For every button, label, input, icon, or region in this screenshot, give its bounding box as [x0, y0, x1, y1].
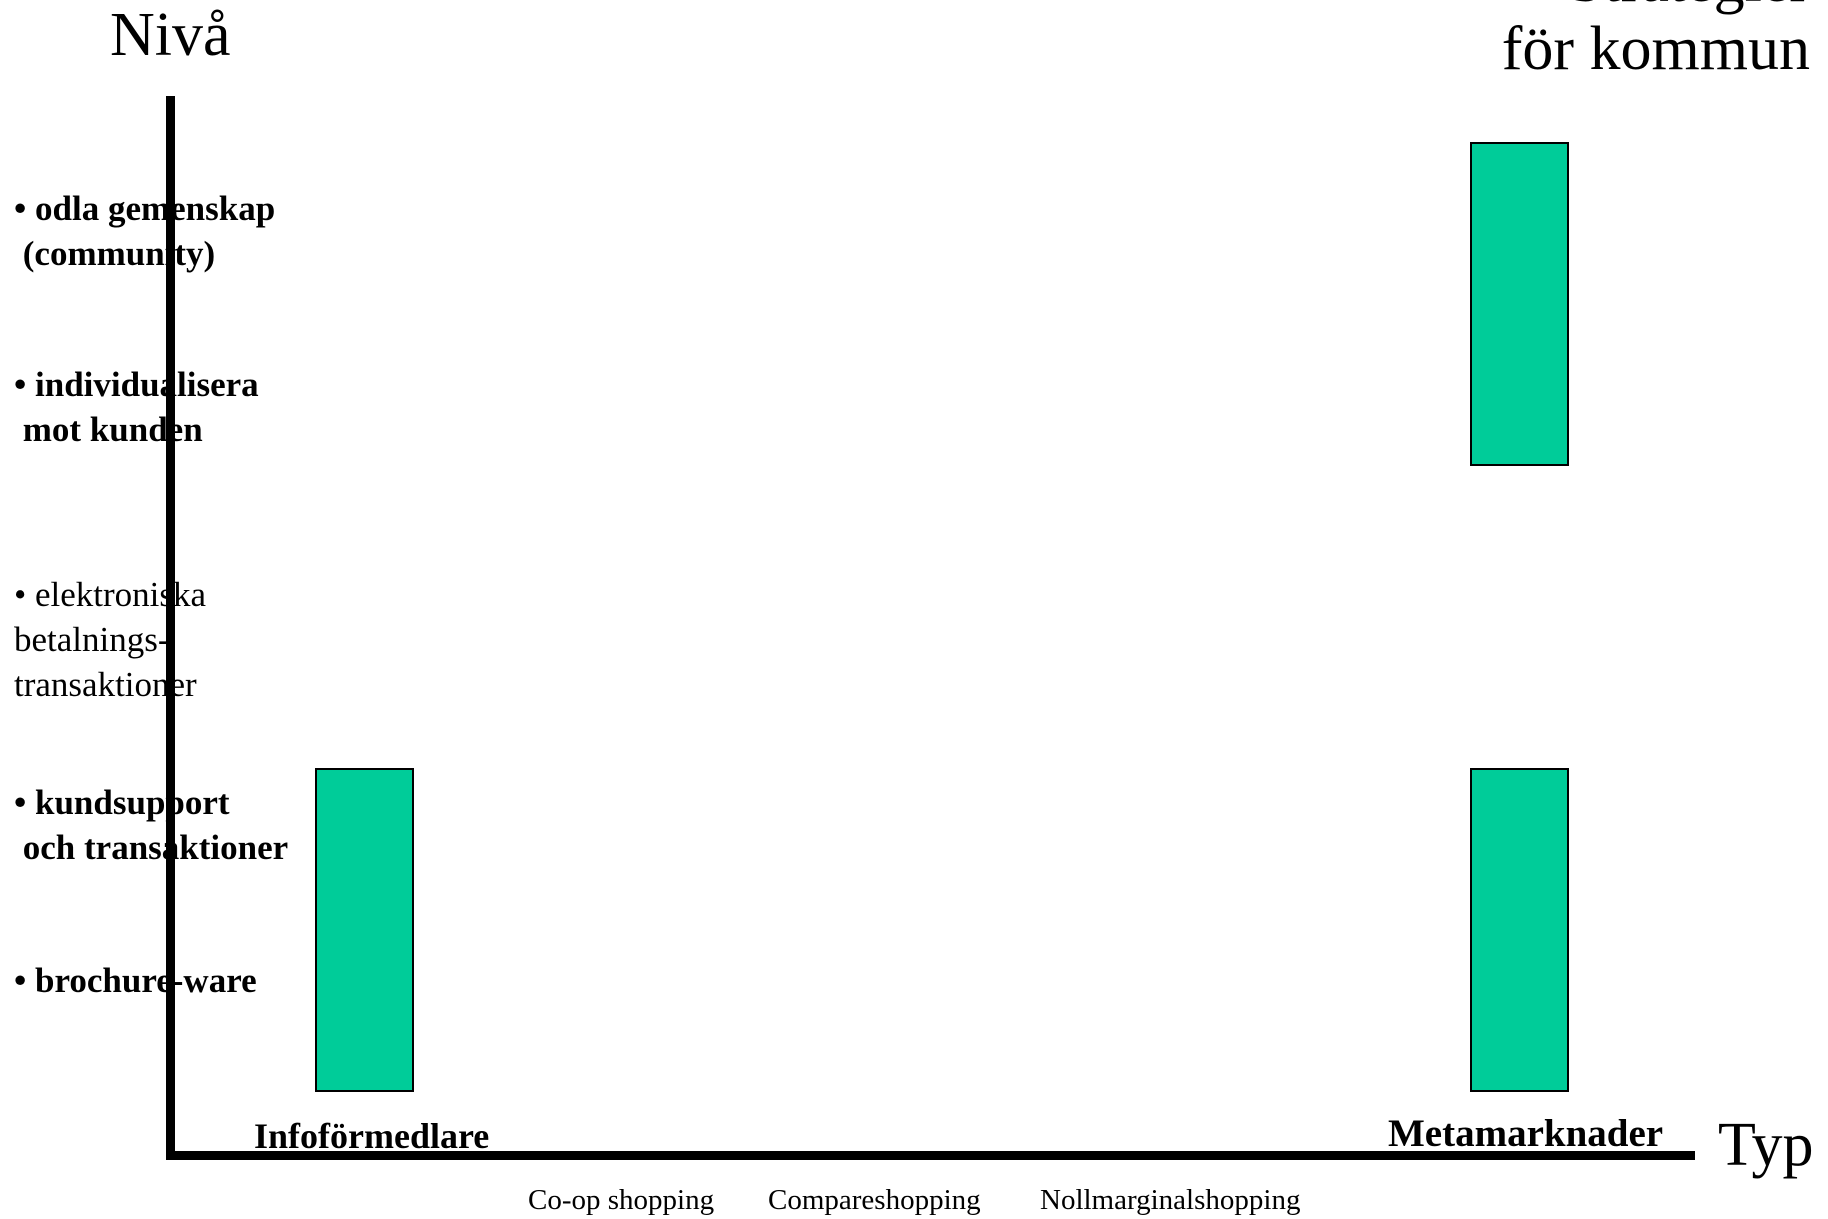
level-label-individualize: • individualisera mot kunden — [14, 365, 259, 449]
x-axis-line — [170, 1151, 1695, 1160]
category-label-infoformedlare: Infoförmedlare — [254, 1116, 490, 1156]
bar-infoformedlare — [315, 768, 414, 1092]
heading-line-2: för kommun — [1501, 15, 1810, 83]
level-label-payments: • elektroniska betalnings- transaktioner — [14, 575, 207, 704]
category-label-coop-shopping: Co-op shopping — [528, 1184, 715, 1216]
category-label-metamarknader: Metamarknader — [1388, 1112, 1664, 1155]
bar-metamarknader-lower — [1470, 768, 1569, 1092]
x-axis-title: Typ — [1718, 1111, 1814, 1179]
level-label-brochureware: • brochure-ware — [14, 961, 257, 1000]
category-label-nollmarginalshopping: Nollmarginalshopping — [1040, 1184, 1301, 1216]
heading-line-1: Strategier — [1569, 0, 1810, 12]
category-label-compareshopping: Compareshopping — [768, 1184, 981, 1216]
level-label-community: • odla gemenskap (community) — [14, 189, 276, 273]
level-label-support: • kundsupport och transaktioner — [14, 783, 289, 867]
bar-metamarknader-upper — [1470, 142, 1569, 466]
y-axis-title: Nivå — [110, 1, 231, 69]
y-axis-line — [166, 96, 175, 1160]
